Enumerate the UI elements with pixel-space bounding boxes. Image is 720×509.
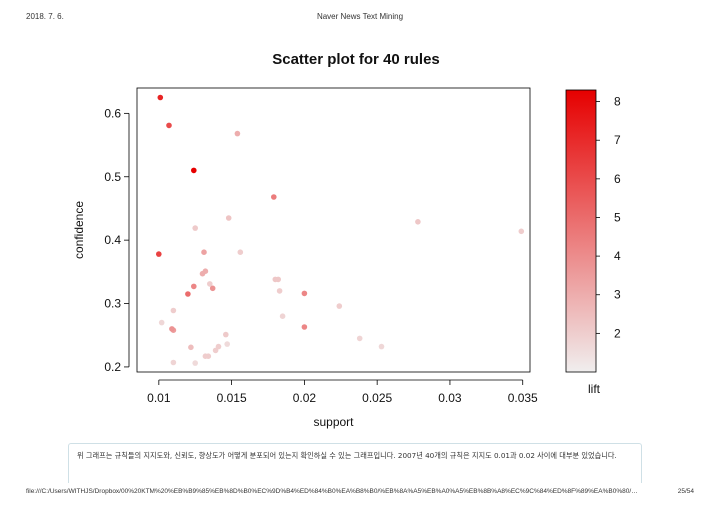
data-point [191,283,197,290]
lift-tick-label: 2 [614,326,621,340]
lift-color-bar [565,89,597,373]
x-tick-label: 0.025 [362,391,392,405]
print-date: 2018. 7. 6. [26,12,64,21]
data-point [170,307,177,314]
data-point [205,353,212,360]
lift-tick-label: 5 [614,210,621,224]
x-tick-label: 0.03 [438,391,462,405]
data-point [224,341,230,347]
data-point [276,288,283,294]
x-axis-label: support [313,415,354,429]
data-point [156,251,162,257]
page-number: 25/54 [677,488,694,495]
lift-tick-label: 4 [614,249,621,263]
data-point [158,319,165,326]
data-point [225,215,232,221]
x-axis: 0.01 0.015 0.02 0.025 0.03 0.035 [147,379,538,405]
data-point [415,219,421,225]
data-point [207,281,213,287]
data-point [356,335,363,342]
data-point [201,249,207,255]
lift-tick-label: 8 [614,95,621,109]
x-tick-label: 0.02 [293,391,317,405]
data-point [301,324,308,330]
data-point [188,344,194,351]
print-title: Naver News Text Mining [316,12,404,21]
y-tick-label: 0.4 [104,233,121,247]
data-point [215,343,222,350]
data-point [279,313,286,320]
y-tick-label: 0.6 [104,106,121,120]
caption-box: 위 그래프는 규칙들의 지지도와, 신뢰도, 향상도가 어떻게 분포되어 있는지… [68,443,642,483]
data-point [191,167,197,174]
data-point [234,130,241,137]
data-point [378,343,385,350]
scatter-chart: Scatter plot for 40 rules 0.01 0.015 0.02 0… [72,51,621,429]
lift-legend-ticks: 2 3 4 5 6 7 8 [596,95,621,340]
y-tick-label: 0.2 [104,360,121,374]
x-tick-label: 0.035 [508,391,538,405]
data-point [185,291,191,297]
data-point [166,122,172,129]
data-point [237,249,244,255]
caption-text: 위 그래프는 규칙들의 지지도와, 신뢰도, 향상도가 어떻게 분포되어 있는지… [77,451,617,460]
data-point [223,331,229,338]
data-point [169,326,175,332]
y-tick-label: 0.5 [104,170,121,184]
lift-tick-label: 3 [614,288,621,302]
y-tick-label: 0.3 [104,297,121,311]
data-point [336,303,343,309]
lift-legend-label: lift [588,382,601,396]
data-point [212,347,219,354]
x-tick-label: 0.015 [217,391,247,405]
chart-title: Scatter plot for 40 rules [272,51,440,68]
lift-tick-label: 7 [614,133,621,147]
data-point [301,290,308,297]
file-url: file:///C:/Users/WITHJS/Dropbox/00%20KTM… [26,488,638,495]
lift-tick-label: 6 [614,172,621,186]
data-point [518,228,525,235]
data-point [157,94,164,101]
y-axis: 0.2 0.3 0.4 0.5 0.6 [104,106,130,374]
plot-frame [136,87,531,373]
data-point [199,270,206,277]
x-tick-label: 0.01 [147,391,171,405]
data-point [209,285,216,292]
data-point [275,276,282,283]
data-point [192,225,198,231]
points-layer [156,94,525,366]
data-point [170,359,177,366]
y-axis-label: confidence [72,201,86,259]
data-point [192,360,198,366]
data-point [271,194,277,200]
